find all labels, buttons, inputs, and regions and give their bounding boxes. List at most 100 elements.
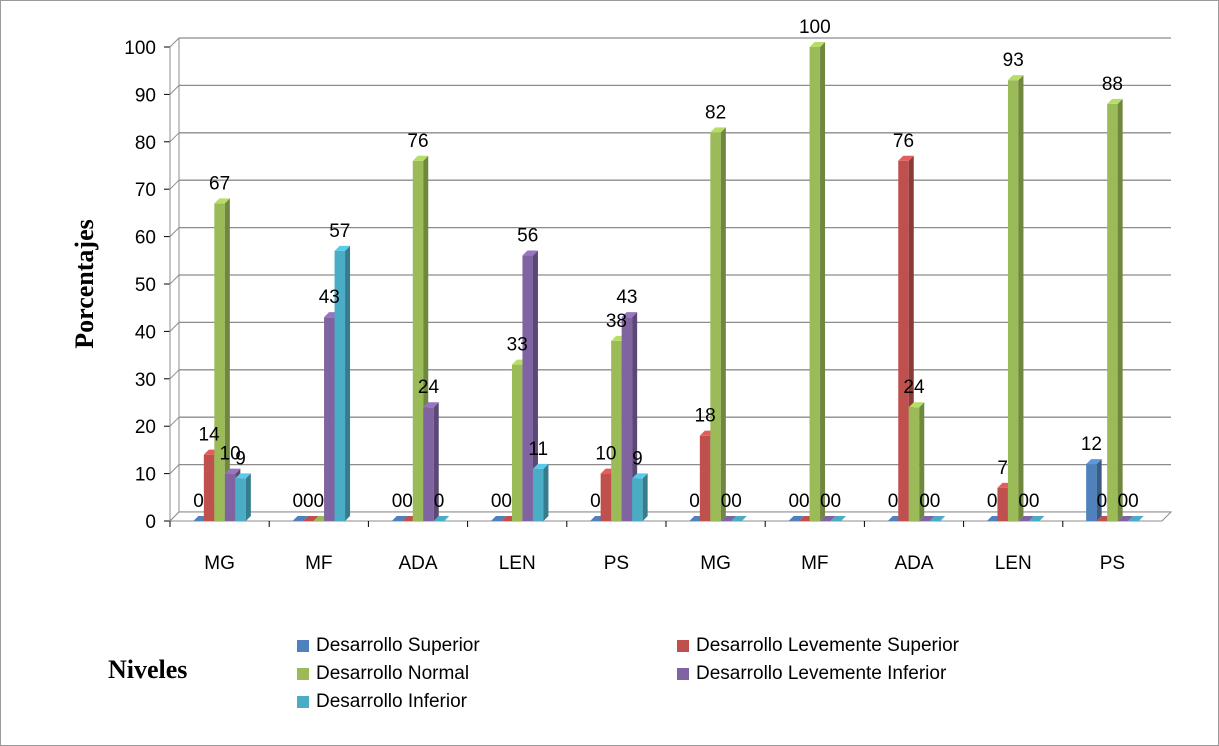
data-label: 18 <box>695 406 716 427</box>
gridline-side <box>169 227 180 237</box>
x-axis-title: Niveles <box>108 655 188 684</box>
data-label: 9 <box>235 448 246 469</box>
bar-side <box>245 473 251 521</box>
data-label: 0 <box>293 491 304 512</box>
data-label: 0 <box>1029 491 1040 512</box>
bar-side <box>642 473 648 521</box>
y-tick-label: 0 <box>145 512 156 533</box>
bar-top <box>710 127 726 133</box>
bar <box>710 132 721 521</box>
bar <box>1086 464 1097 521</box>
gridline-side <box>169 37 180 48</box>
legend-swatch <box>297 696 309 708</box>
data-label: 10 <box>220 444 241 465</box>
legend-item: Desarrollo Levemente Inferior <box>677 663 946 685</box>
bar-zero <box>720 516 737 521</box>
data-label: 33 <box>507 335 528 356</box>
bar-side <box>919 402 925 521</box>
data-label: 0 <box>303 491 314 512</box>
bar-side <box>543 463 549 521</box>
bar-top <box>908 402 925 408</box>
bar-top <box>1107 98 1123 104</box>
bar-side <box>1096 459 1102 521</box>
bar <box>997 487 1008 521</box>
bar <box>423 407 434 521</box>
bar-top <box>214 198 230 204</box>
legend-label: Desarrollo Levemente Inferior <box>696 663 947 684</box>
bar <box>600 473 612 521</box>
data-label: 0 <box>1097 491 1108 512</box>
bar-top <box>235 473 251 479</box>
gridline-side <box>169 274 180 285</box>
data-label: 76 <box>893 131 914 152</box>
bar <box>532 468 544 521</box>
data-label: 0 <box>402 491 413 512</box>
y-tick-label: 80 <box>135 133 156 154</box>
data-label: 0 <box>501 491 512 512</box>
data-label: 11 <box>528 439 548 460</box>
x-tick-label: LEN <box>499 553 536 574</box>
y-tick-label: 70 <box>135 180 156 201</box>
legend-swatch <box>297 640 309 652</box>
bar <box>632 478 643 521</box>
data-label: 88 <box>1102 74 1123 95</box>
data-label: 0 <box>590 491 601 512</box>
bar <box>522 255 533 521</box>
bar-side <box>1018 75 1024 522</box>
bar <box>511 364 523 521</box>
bar-zero <box>292 516 309 521</box>
bar-top <box>1086 459 1102 465</box>
bar <box>1107 103 1118 521</box>
data-label: 24 <box>418 377 440 398</box>
bar-zero <box>830 516 847 521</box>
bar-top <box>1007 75 1024 81</box>
legend-label: Desarrollo Inferior <box>316 691 467 712</box>
gridline-side <box>169 179 180 190</box>
bar-zero <box>433 516 450 521</box>
bar-zero <box>1117 516 1134 521</box>
data-label: 12 <box>1081 434 1102 455</box>
gridline-side <box>169 416 180 427</box>
x-tick-label: MG <box>204 553 235 574</box>
bar <box>203 454 215 521</box>
data-label: 0 <box>392 491 403 512</box>
bar-top <box>412 155 429 161</box>
bar-top <box>334 245 351 251</box>
bar <box>611 340 622 521</box>
data-label: 9 <box>632 448 643 469</box>
data-label: 57 <box>329 221 350 242</box>
bar-side <box>820 42 826 521</box>
bar-side <box>532 250 538 521</box>
data-label: 10 <box>595 444 616 465</box>
legend-item: Desarrollo Normal <box>297 663 469 685</box>
x-tick-label: LEN <box>995 553 1032 574</box>
data-label: 43 <box>319 287 340 308</box>
bar-side <box>720 127 726 521</box>
bar-side <box>632 312 638 521</box>
legend-item: Desarrollo Inferior <box>297 691 467 713</box>
data-label: 0 <box>799 491 810 512</box>
data-label: 14 <box>199 425 221 446</box>
bar-side <box>224 198 230 522</box>
bar <box>908 407 920 521</box>
legend-swatch <box>297 668 309 680</box>
data-label: 67 <box>209 173 230 194</box>
gridline-side <box>169 369 180 380</box>
bar-top <box>423 402 439 408</box>
bar <box>809 47 821 521</box>
x-tick-label: MF <box>305 553 332 574</box>
bar <box>412 160 424 521</box>
data-label: 93 <box>1003 50 1024 71</box>
bar <box>324 317 335 521</box>
y-tick-label: 100 <box>124 38 156 59</box>
x-tick-label: MG <box>700 553 731 574</box>
bar <box>699 435 711 521</box>
bar-top <box>532 463 549 469</box>
bar-top <box>621 312 638 318</box>
data-label: 0 <box>831 491 842 512</box>
bar-zero <box>820 516 836 521</box>
data-label: 82 <box>705 102 726 123</box>
data-label: 7 <box>997 458 1008 479</box>
